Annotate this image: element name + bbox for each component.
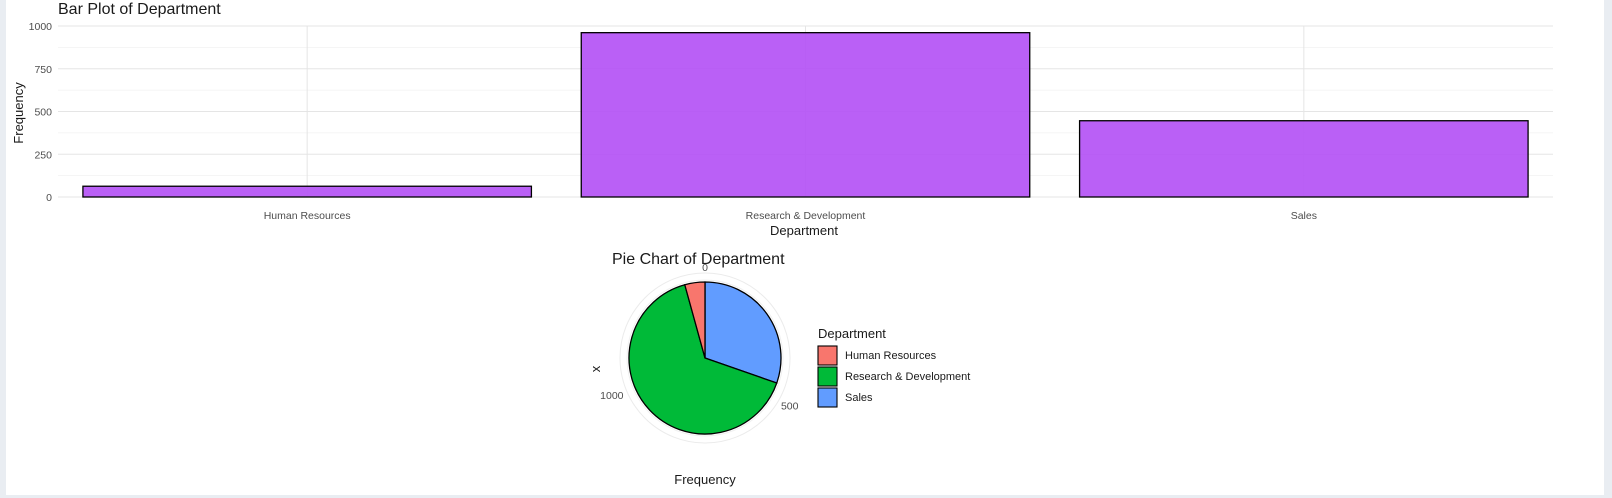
pie-y-axis-label: x (588, 365, 603, 372)
y-tick-label: 750 (34, 64, 52, 76)
bar-y-axis-label: Frequency (11, 82, 26, 144)
y-tick-label: 0 (46, 192, 52, 204)
slice-research-development (628, 283, 778, 435)
legend-title: Department (818, 326, 886, 341)
pie-slices (628, 281, 782, 435)
legend-label-sales: Sales (845, 392, 873, 404)
slice-human-resources (683, 281, 706, 359)
legend-swatch-sales (817, 387, 838, 408)
pie-chart-title: Pie Chart of Department (612, 251, 785, 268)
x-tick-label: Sales (1291, 210, 1317, 222)
slice-sales (704, 281, 782, 384)
bar-chart: 0 250 500 750 1000 Human Resources Research &… (11, 1, 1553, 238)
y-tick-label: 250 (34, 149, 52, 161)
y-tick-label: 500 (34, 107, 52, 119)
pie-x-axis-label: Frequency (674, 472, 736, 487)
pie-radial-tick: 1000 (600, 390, 624, 402)
pie-radial-tick: 0 (702, 262, 708, 274)
bar-sales (1078, 120, 1529, 198)
bar-x-axis: Human Resources Research & Development Sal… (264, 210, 1317, 222)
pie-radial-tick: 500 (781, 400, 799, 412)
bar-chart-title: Bar Plot of Department (58, 1, 221, 18)
legend-label-research-development: Research & Development (845, 371, 970, 383)
pie-radial-ticks: 0 500 1000 (600, 262, 798, 412)
legend-swatch-research-development (817, 366, 838, 387)
bar-y-axis: 0 250 500 750 1000 (29, 21, 53, 204)
y-tick-label: 1000 (29, 21, 53, 33)
bar-series (82, 32, 1529, 198)
pie-chart: 0 500 1000 Pie Chart of Department Frequen… (588, 251, 970, 487)
pie-gridline-ring (626, 279, 784, 437)
x-tick-label: Human Resources (264, 210, 351, 222)
legend-swatch-human-resources (817, 345, 838, 366)
pie-legend: Department Human Resources Research & Dev… (817, 326, 970, 408)
x-tick-label: Research & Development (746, 210, 866, 222)
legend-label-human-resources: Human Resources (845, 350, 937, 362)
plot-panel: 0 250 500 750 1000 Human Resources Research &… (6, 0, 1604, 495)
bar-research-development (580, 32, 1031, 198)
bar-human-resources (82, 185, 533, 198)
chart-canvas: 0 250 500 750 1000 Human Resources Research &… (11, 1, 1553, 487)
bar-x-axis-label: Department (770, 223, 838, 238)
